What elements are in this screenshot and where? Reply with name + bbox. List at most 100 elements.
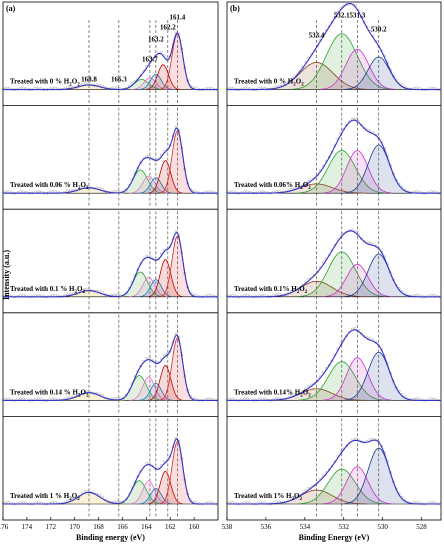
- component-peak: [138, 73, 174, 90]
- data-point: [415, 293, 418, 297]
- data-point: [432, 86, 436, 90]
- data-point: [275, 396, 278, 400]
- data-point: [246, 293, 249, 297]
- x-tick-label: 172: [46, 523, 57, 531]
- subplot-3: Treated with 0.14 % H2O2: [1, 312, 219, 415]
- envelope-curve: [3, 127, 218, 194]
- data-point: [7, 501, 11, 504]
- component-peak: [129, 376, 168, 401]
- subplot-2: Treated with 0.1% H2O2: [225, 208, 442, 311]
- data-point: [54, 501, 58, 504]
- data-point: [354, 326, 357, 330]
- data-point: [116, 500, 119, 504]
- data-point: [4, 86, 8, 90]
- data-point: [83, 490, 87, 493]
- peak-label: 533.4: [309, 32, 325, 40]
- data-point: [260, 500, 264, 504]
- x-tick-label: 170: [69, 523, 80, 531]
- subplot-0: Treated with 0 % H2O2: [1, 20, 219, 104]
- data-point: [432, 397, 436, 401]
- data-point: [246, 397, 249, 401]
- data-point: [316, 481, 319, 485]
- data-point: [354, 117, 357, 121]
- data-point: [22, 397, 25, 401]
- data-point: [36, 190, 40, 193]
- data-point: [313, 273, 316, 277]
- data-point: [66, 189, 69, 193]
- data-point: [209, 501, 213, 504]
- component-peak: [138, 382, 174, 401]
- x-tick-label: 168: [93, 523, 104, 531]
- data-point: [246, 190, 249, 193]
- data-point: [209, 190, 213, 194]
- treatment-label: Treated with 0 % H2O2: [10, 78, 80, 88]
- data-point: [228, 397, 232, 401]
- envelope-curve: [3, 334, 218, 401]
- data-point: [362, 335, 366, 338]
- data-point: [124, 291, 128, 295]
- panel-tag: (a): [6, 4, 16, 13]
- data-point: [231, 501, 235, 504]
- data-point: [139, 74, 143, 77]
- data-point: [377, 440, 381, 444]
- component-peak: [298, 150, 386, 194]
- envelope-curve: [227, 2, 441, 91]
- data-point: [51, 293, 55, 297]
- data-point: [243, 86, 246, 90]
- peak-label: 163.2: [148, 36, 164, 44]
- panel-frame: [2, 1, 219, 521]
- data-point: [359, 332, 363, 335]
- data-point: [260, 397, 264, 400]
- data-point: [246, 501, 249, 504]
- data-point: [7, 397, 11, 401]
- data-point: [415, 86, 418, 90]
- panel-frame: [226, 1, 442, 521]
- data-point: [246, 86, 249, 90]
- data-point: [192, 86, 195, 89]
- data-point: [313, 382, 316, 385]
- data-point: [377, 136, 381, 140]
- data-point: [359, 123, 363, 127]
- data-point: [116, 86, 119, 90]
- data-point: [429, 86, 433, 90]
- subplot-4: Treated with 1% H2O2: [225, 415, 442, 518]
- data-point: [19, 397, 22, 401]
- data-point: [330, 21, 334, 24]
- component-peak: [148, 471, 183, 505]
- component-peak: [145, 64, 181, 90]
- treatment-label: Treated with 1 % H2O2: [10, 492, 80, 502]
- peak-label: 531.3: [349, 12, 365, 20]
- data-point: [145, 357, 148, 360]
- data-point: [113, 293, 116, 297]
- data-point: [275, 189, 278, 193]
- component-peak: [291, 33, 392, 90]
- data-point: [113, 189, 116, 193]
- x-axis-title: Binding energy (eV): [76, 533, 145, 542]
- data-point: [231, 86, 235, 90]
- component-peak: [129, 480, 168, 505]
- data-point: [231, 190, 235, 194]
- peak-label: 162.2: [160, 24, 176, 32]
- data-point: [209, 294, 213, 297]
- data-point: [243, 397, 246, 401]
- data-point: [362, 240, 366, 243]
- data-point: [98, 186, 102, 190]
- peak-label: 166.3: [111, 76, 127, 84]
- envelope-curve: [3, 232, 218, 298]
- data-point: [7, 86, 11, 90]
- data-point: [228, 86, 232, 90]
- data-point: [206, 501, 210, 504]
- component-peak: [323, 466, 392, 505]
- data-point: [4, 397, 8, 401]
- data-point: [228, 293, 232, 297]
- data-point: [429, 501, 433, 504]
- data-point: [145, 254, 148, 258]
- data-point: [260, 190, 264, 193]
- data-point: [4, 190, 8, 193]
- data-point: [54, 397, 58, 401]
- data-point: [243, 294, 246, 297]
- subplot-1: Treated with 0.06% H2O2: [225, 105, 442, 208]
- data-point: [206, 293, 210, 297]
- data-point: [51, 397, 55, 401]
